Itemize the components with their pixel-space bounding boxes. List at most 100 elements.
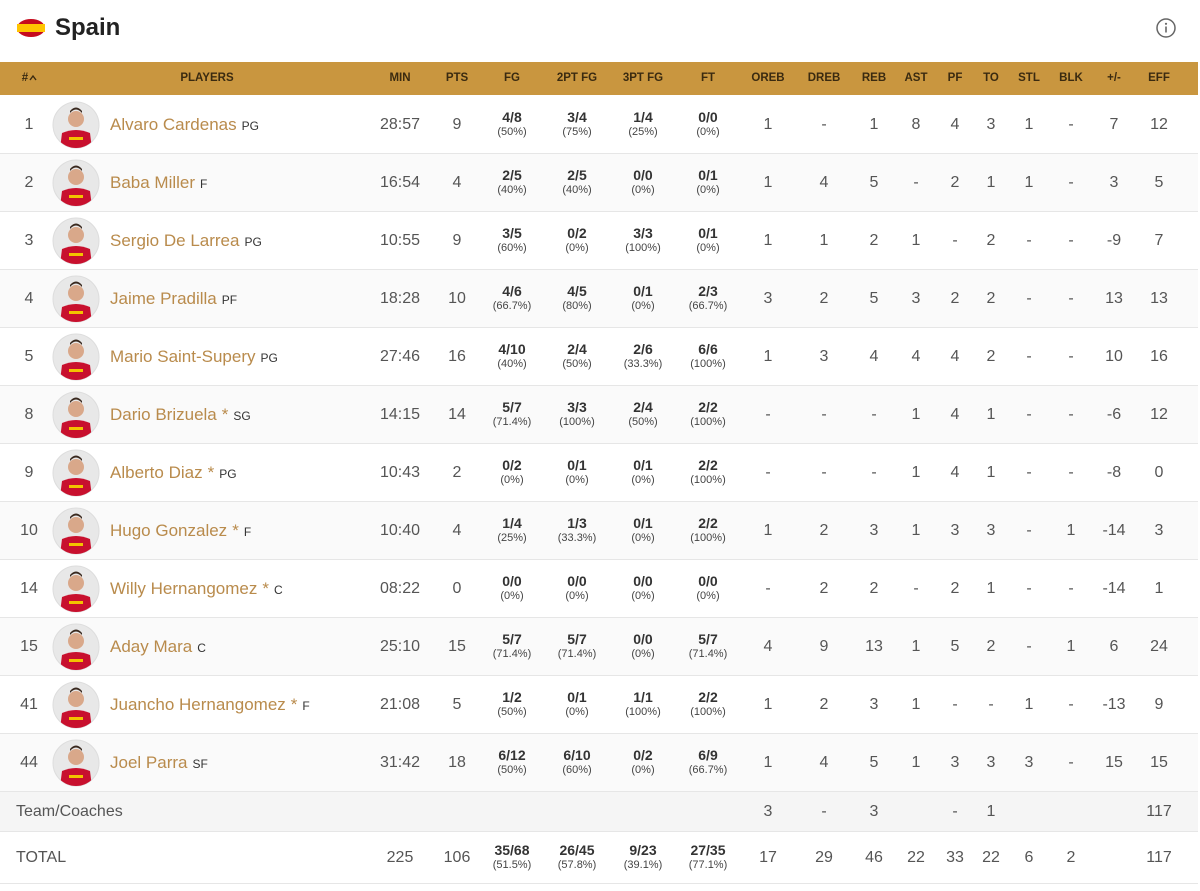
column-header[interactable]: 3PT FG [622,72,664,84]
made-attempted: 2/3 [698,283,718,299]
player-name[interactable]: Aday Mara [110,637,193,656]
player-name[interactable]: Juancho Hernangomez [110,695,286,714]
stat-cell: 9 [1154,696,1164,713]
column-header[interactable]: AST [904,72,928,84]
stat-cell: 7 [1109,116,1119,133]
percentage: (0%) [631,474,655,486]
percentage: (33.3%) [623,358,663,370]
player-name[interactable]: Jaime Pradilla [110,289,217,308]
column-header[interactable]: FT [700,72,716,84]
stat-cell: 16 [1150,348,1168,365]
shooting-cell: 0/1 (0%) [565,689,588,718]
column-header[interactable]: +/- [1107,72,1121,84]
player-name-cell: Baba Miller F [110,173,207,193]
player-name[interactable]: Baba Miller [110,173,196,192]
shooting-cell: 2/2 (100%) [690,515,725,544]
stat-cell: 10:40 [379,522,421,539]
column-header[interactable]: BLK [1059,72,1083,84]
player-name[interactable]: Mario Saint-Supery [110,347,256,366]
percentage: (71.4%) [557,648,597,660]
player-name[interactable]: Joel Parra [110,753,188,772]
player-name-cell: Aday Mara C [110,637,206,657]
player-name[interactable]: Dario Brizuela [110,405,217,424]
column-header[interactable]: PLAYERS [180,72,234,84]
percentage: (100%) [690,474,726,486]
position: F [200,177,208,191]
made-attempted: 26/45 [559,842,595,858]
row-label: TOTAL [16,849,67,866]
stat-cell: 4 [950,348,960,365]
stat-cell: - [952,232,958,249]
column-header[interactable]: FG [504,72,520,84]
column-header[interactable]: PF [947,72,963,84]
player-name[interactable]: Sergio De Larrea [110,231,240,250]
made-attempted: 1/4 [502,515,522,531]
column-header[interactable]: 2PT FG [556,72,598,84]
stat-cell: - [952,696,958,713]
sort-icon[interactable] [29,74,37,82]
made-attempted: 0/0 [502,573,522,589]
made-attempted: 5/7 [698,631,718,647]
percentage: (50%) [497,764,527,776]
stat-cell: 1 [911,696,921,713]
stat-cell: - [765,406,771,423]
table-header: # PLAYERS MIN PTS FG 2PT FG 3PT FG FT OREB DREB RE… [0,62,1198,95]
column-header[interactable]: MIN [389,72,411,84]
stat-cell: 1 [1024,116,1034,133]
column-header[interactable]: STL [1018,72,1040,84]
stat-cell: 4 [452,174,462,191]
stat-cell: 1 [911,406,921,423]
shooting-cell: 3/3 (100%) [559,399,594,428]
stat-cell: 3 [1024,754,1034,771]
player-name[interactable]: Alberto Diaz [110,463,203,482]
column-header[interactable]: DREB [807,72,841,84]
shooting-cell: 0/1 (0%) [631,283,654,312]
shooting-cell: 35/68 (51.5%) [493,842,532,871]
percentage: (100%) [690,416,726,428]
column-header[interactable]: OREB [751,72,785,84]
made-attempted: 5/7 [502,631,522,647]
stat-cell: 2 [986,232,996,249]
stat-cell: - [821,464,827,481]
percentage: (100%) [625,706,661,718]
starter-marker: * [262,579,270,598]
stat-cell: 3 [869,696,879,713]
column-header[interactable]: EFF [1148,72,1170,84]
column-header[interactable]: TO [983,72,999,84]
column-header[interactable]: PTS [445,72,469,84]
player-name[interactable]: Hugo Gonzalez [110,521,228,540]
shooting-cell: 1/1 (100%) [625,689,660,718]
jersey-number: 10 [20,522,38,539]
stat-cell: 1 [1154,580,1164,597]
player-name[interactable]: Alvaro Cardenas [110,115,237,134]
stat-cell: 3 [950,754,960,771]
stat-cell: 24 [1150,638,1168,655]
stat-cell: 1 [763,522,773,539]
player-name[interactable]: Willy Hernangomez [110,579,258,598]
stat-cell: - [1026,638,1032,655]
percentage: (50%) [562,358,592,370]
stat-cell: 2 [986,290,996,307]
stat-cell: - [1026,464,1032,481]
made-attempted: 0/1 [633,515,653,531]
made-attempted: 2/5 [502,167,522,183]
stat-cell: 13 [865,638,883,655]
shooting-cell: 0/0 (0%) [565,573,588,602]
stat-cell: 10:55 [379,232,421,249]
stat-cell: - [1068,348,1074,365]
stat-cell: - [1026,348,1032,365]
column-header[interactable]: REB [861,72,887,84]
stat-cell: - [1068,696,1074,713]
info-button[interactable] [1155,17,1177,39]
made-attempted: 35/68 [494,842,530,858]
position: C [274,583,283,597]
column-header[interactable]: # [21,72,29,84]
made-attempted: 0/1 [698,225,718,241]
made-attempted: 9/23 [629,842,657,858]
stat-cell: 17 [759,849,777,866]
stat-cell: 4 [950,116,960,133]
shooting-cell: 0/0 (0%) [631,573,654,602]
shooting-cell: 6/10 (60%) [562,747,591,776]
made-attempted: 0/1 [633,283,653,299]
shooting-cell: 1/4 (25%) [628,109,657,138]
